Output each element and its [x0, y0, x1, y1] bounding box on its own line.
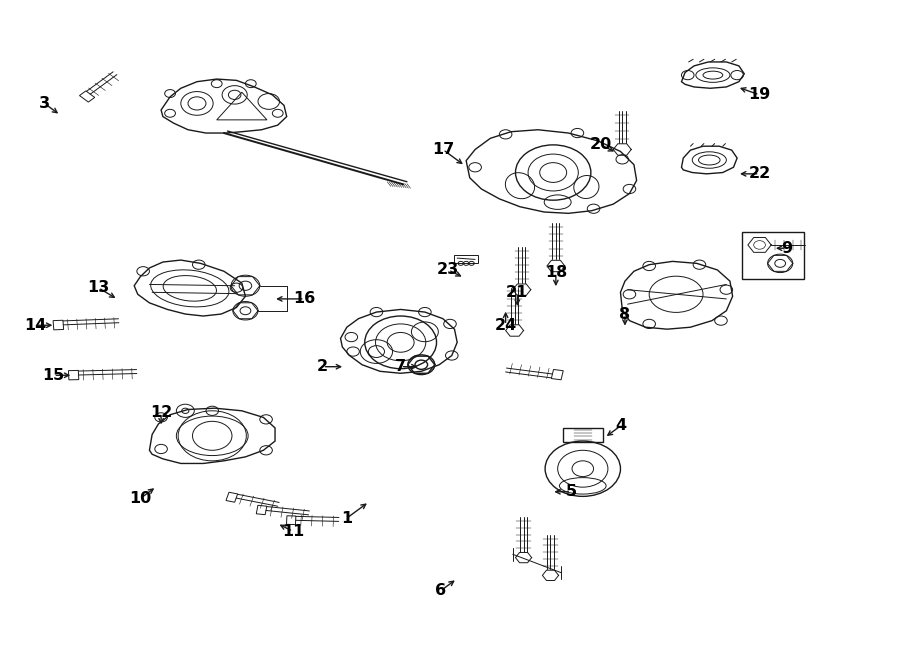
Text: 5: 5 — [565, 485, 577, 499]
Text: 12: 12 — [150, 405, 172, 420]
Text: 17: 17 — [432, 142, 454, 157]
Text: 15: 15 — [42, 368, 65, 383]
Text: 7: 7 — [395, 359, 406, 374]
Text: 16: 16 — [293, 292, 316, 307]
Text: 11: 11 — [282, 524, 304, 539]
Bar — [742, 232, 804, 279]
Text: 3: 3 — [39, 96, 50, 111]
Text: 23: 23 — [437, 262, 459, 278]
Text: 9: 9 — [781, 241, 792, 256]
Text: 20: 20 — [590, 137, 612, 153]
Text: 18: 18 — [544, 265, 567, 280]
Text: 6: 6 — [436, 583, 446, 598]
Bar — [454, 255, 478, 263]
Text: 8: 8 — [619, 307, 631, 321]
Text: 21: 21 — [506, 285, 528, 300]
Text: 22: 22 — [749, 167, 770, 181]
Bar — [563, 428, 602, 442]
Text: 14: 14 — [24, 318, 47, 332]
Text: 13: 13 — [87, 280, 110, 295]
Text: 19: 19 — [749, 87, 770, 102]
Text: 24: 24 — [494, 318, 517, 332]
Text: 10: 10 — [130, 491, 151, 506]
Text: 2: 2 — [317, 359, 328, 374]
Text: 4: 4 — [615, 418, 626, 434]
Text: 1: 1 — [341, 510, 353, 525]
